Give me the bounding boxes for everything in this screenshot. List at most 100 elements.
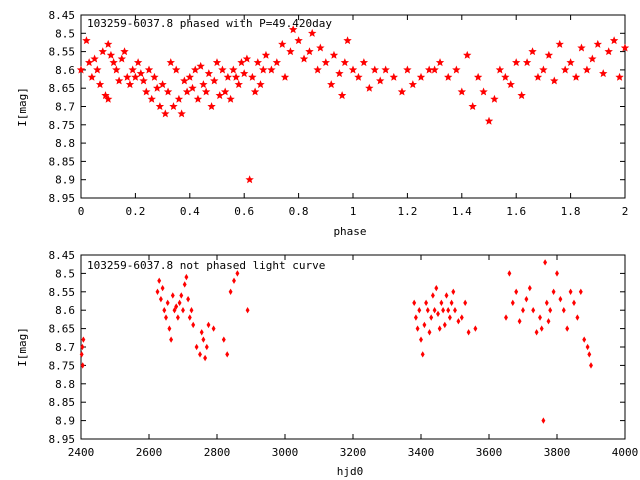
- data-point: [412, 299, 417, 307]
- data-point: [184, 273, 189, 281]
- data-point: [425, 307, 430, 314]
- x-tick-label: 0.8: [289, 205, 309, 218]
- data-point: [381, 65, 390, 74]
- y-tick-label: 8.9: [55, 174, 75, 187]
- x-tick-label: 0.4: [180, 205, 200, 218]
- y-tick-label: 8.75: [49, 119, 76, 132]
- data-point: [131, 72, 140, 81]
- data-point: [620, 43, 630, 52]
- data-point: [452, 65, 461, 74]
- data-point: [504, 314, 508, 321]
- data-point: [528, 47, 537, 56]
- x-tick-label: 4000: [612, 446, 639, 459]
- data-point: [479, 87, 488, 96]
- y-tick-label: 8.9: [55, 415, 75, 428]
- data-point: [316, 43, 325, 52]
- y-tick-label: 8.45: [49, 249, 76, 262]
- data-point: [512, 58, 521, 67]
- y-axis-label: I[mag]: [16, 327, 29, 367]
- data-point: [568, 288, 573, 295]
- data-point: [174, 94, 184, 103]
- data-point: [245, 175, 254, 184]
- data-point: [340, 58, 350, 67]
- data-point: [136, 69, 146, 78]
- data-point: [533, 72, 543, 81]
- data-point: [427, 329, 432, 336]
- data-point: [212, 58, 222, 67]
- data-point: [199, 329, 204, 336]
- data-point: [416, 72, 426, 81]
- data-point: [457, 87, 466, 96]
- x-tick-label: 1.2: [397, 205, 417, 218]
- data-point: [397, 87, 407, 96]
- data-point: [188, 83, 197, 92]
- data-point: [170, 292, 175, 299]
- data-point: [329, 50, 339, 59]
- data-point: [313, 65, 322, 74]
- data-point: [419, 336, 423, 343]
- data-point: [544, 50, 554, 59]
- data-point: [544, 299, 549, 307]
- data-point: [220, 87, 230, 96]
- data-point: [240, 69, 249, 78]
- data-point: [453, 307, 457, 314]
- data-point: [473, 325, 478, 332]
- data-point: [182, 281, 187, 288]
- data-point: [286, 47, 295, 56]
- phased-light-curve-panel: 103259-6037.8 phased with P=49.420day ph…: [16, 9, 630, 238]
- data-point: [430, 292, 435, 299]
- data-point: [436, 310, 440, 318]
- data-point: [446, 307, 451, 314]
- x-tick-label: 3400: [408, 446, 435, 459]
- x-tick-label: 1.4: [452, 205, 472, 218]
- data-point: [167, 325, 172, 332]
- y-tick-label: 8.65: [49, 323, 76, 336]
- y-tick-label: 8.65: [49, 82, 76, 95]
- data-point: [186, 295, 191, 303]
- data-point: [430, 65, 439, 74]
- data-point: [327, 80, 336, 89]
- data-point: [162, 307, 167, 314]
- x-tick-label: 2: [622, 205, 629, 218]
- data-point: [223, 72, 233, 81]
- data-point: [278, 39, 287, 48]
- x-tick-label: 3800: [544, 446, 571, 459]
- x-axis-label: hjd0: [337, 465, 364, 478]
- data-point: [242, 54, 252, 63]
- data-point: [531, 307, 536, 314]
- data-point: [189, 307, 194, 314]
- data-point: [261, 50, 271, 59]
- plot-frame: [80, 254, 626, 440]
- data-point: [80, 343, 85, 351]
- plot-frame: [80, 14, 626, 199]
- data-point: [169, 336, 174, 343]
- data-point: [84, 58, 94, 67]
- y-tick-label: 8.45: [49, 9, 76, 22]
- x-tick-label: 3000: [272, 446, 299, 459]
- x-axis-label: phase: [333, 225, 366, 238]
- data-point: [218, 65, 227, 74]
- data-point: [221, 336, 226, 343]
- data-point: [321, 58, 330, 67]
- data-point: [510, 299, 515, 307]
- data-point: [125, 80, 135, 89]
- data-point: [175, 314, 180, 321]
- data-point: [177, 109, 186, 118]
- x-tick-label: 3200: [340, 446, 367, 459]
- data-point: [490, 94, 499, 103]
- data-point: [187, 314, 192, 321]
- data-point: [280, 72, 290, 81]
- data-point: [588, 54, 597, 63]
- data-point: [172, 65, 181, 74]
- y-axis-label: I[mag]: [16, 87, 29, 127]
- data-point: [180, 76, 189, 85]
- data-point: [444, 292, 449, 299]
- data-point: [305, 47, 314, 56]
- data-point: [155, 288, 160, 295]
- data-point: [506, 80, 515, 89]
- data-point: [248, 72, 257, 81]
- data-point: [155, 102, 165, 111]
- data-point: [109, 58, 118, 67]
- data-point: [403, 65, 412, 74]
